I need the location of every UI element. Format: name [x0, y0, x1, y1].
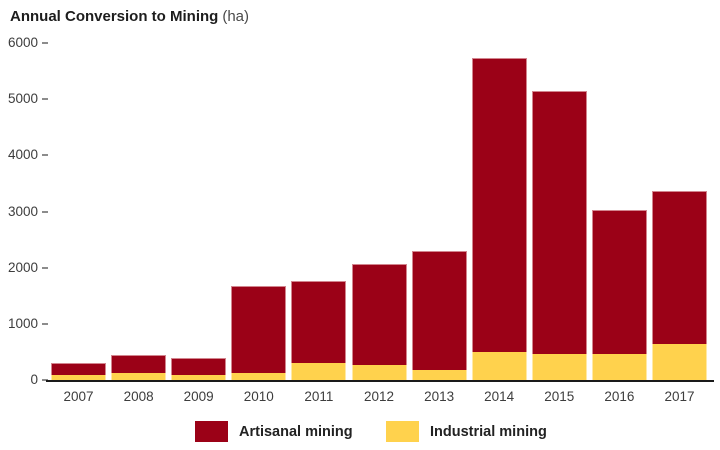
bar-2008-artisanal-segment: [111, 354, 167, 373]
chart-title: Annual Conversion to Mining: [10, 8, 219, 25]
bar-2010-artisanal-segment: [231, 285, 287, 374]
x-label-2016: 2016: [604, 389, 635, 404]
bar-2016: [591, 209, 647, 380]
bar-2016-industrial-segment: [591, 353, 647, 380]
y-tick-label-1000: 1000: [7, 315, 38, 331]
y-tick-label-4000: 4000: [7, 147, 38, 163]
bar-2010: [231, 285, 287, 380]
x-label-2017: 2017: [664, 389, 695, 404]
x-axis-line: [46, 379, 714, 382]
y-tick-mark-4000: [42, 154, 48, 157]
bar-2009-artisanal-segment: [171, 357, 227, 375]
x-label-2015: 2015: [544, 389, 575, 404]
x-label-2013: 2013: [424, 389, 455, 404]
bar-2017-industrial-segment: [652, 344, 707, 380]
chart-unit-label: (ha): [222, 8, 250, 25]
bar-2009-industrial-segment: [171, 374, 227, 380]
legend-label-artisanal: Artisanal mining: [239, 424, 353, 440]
bar-2007-industrial-segment: [51, 374, 106, 380]
y-tick-label-0: 0: [30, 372, 38, 387]
bar-2013-industrial-segment: [411, 370, 467, 380]
y-tick-mark-0: [42, 379, 48, 381]
x-label-2011: 2011: [304, 389, 334, 404]
bar-2009: [171, 357, 227, 380]
bar-2015: [531, 91, 587, 380]
bar-2012-artisanal-segment: [351, 263, 407, 365]
bar-2008: [111, 354, 167, 380]
legend-swatch-artisanal: [195, 421, 228, 442]
bar-2014-industrial-segment: [471, 351, 527, 380]
bar-2017-artisanal-segment: [652, 190, 707, 345]
x-label-2008: 2008: [123, 389, 154, 404]
chart-title-row: Annual Conversion to Mining (ha): [10, 8, 249, 25]
bar-2010-industrial-segment: [231, 373, 287, 380]
x-label-2014: 2014: [484, 389, 515, 404]
x-label-2010: 2010: [243, 389, 274, 404]
bar-2008-industrial-segment: [111, 372, 167, 380]
y-tick-label-5000: 5000: [7, 91, 38, 107]
y-tick-label-2000: 2000: [7, 259, 38, 275]
bar-2007-artisanal-segment: [51, 362, 106, 375]
bar-2007: [51, 362, 106, 380]
bar-2017: [652, 190, 707, 380]
legend-swatch-industrial: [386, 421, 419, 442]
y-tick-mark-5000: [42, 98, 48, 101]
y-tick-mark-6000: [42, 42, 48, 44]
legend-label-industrial: Industrial mining: [430, 424, 547, 440]
y-tick-mark-3000: [42, 210, 48, 213]
bar-2013: [411, 250, 467, 380]
x-label-2007: 2007: [63, 389, 94, 404]
bar-2015-artisanal-segment: [531, 91, 587, 355]
bar-2012: [351, 263, 407, 380]
bar-2012-industrial-segment: [351, 364, 407, 380]
bar-2011-industrial-segment: [291, 363, 347, 380]
y-tick-mark-1000: [42, 322, 48, 325]
bar-2016-artisanal-segment: [591, 209, 647, 354]
bar-2013-artisanal-segment: [411, 250, 467, 371]
x-label-2009: 2009: [183, 389, 214, 404]
y-tick-mark-2000: [42, 266, 48, 269]
bar-2015-industrial-segment: [531, 354, 587, 380]
bar-2011: [291, 281, 347, 380]
bar-2014-artisanal-segment: [471, 57, 527, 352]
bar-2011-artisanal-segment: [291, 281, 347, 364]
y-tick-label-3000: 3000: [7, 203, 38, 219]
x-label-2012: 2012: [363, 389, 395, 404]
bar-2014: [471, 57, 527, 380]
y-tick-label-6000: 6000: [7, 35, 38, 50]
